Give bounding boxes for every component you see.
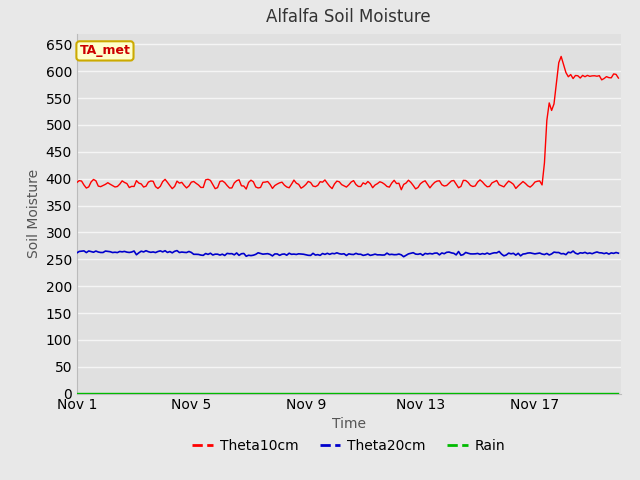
Text: TA_met: TA_met — [79, 44, 131, 58]
X-axis label: Time: Time — [332, 417, 366, 431]
Title: Alfalfa Soil Moisture: Alfalfa Soil Moisture — [266, 9, 431, 26]
Y-axis label: Soil Moisture: Soil Moisture — [28, 169, 42, 258]
Legend: Theta10cm, Theta20cm, Rain: Theta10cm, Theta20cm, Rain — [187, 433, 511, 459]
